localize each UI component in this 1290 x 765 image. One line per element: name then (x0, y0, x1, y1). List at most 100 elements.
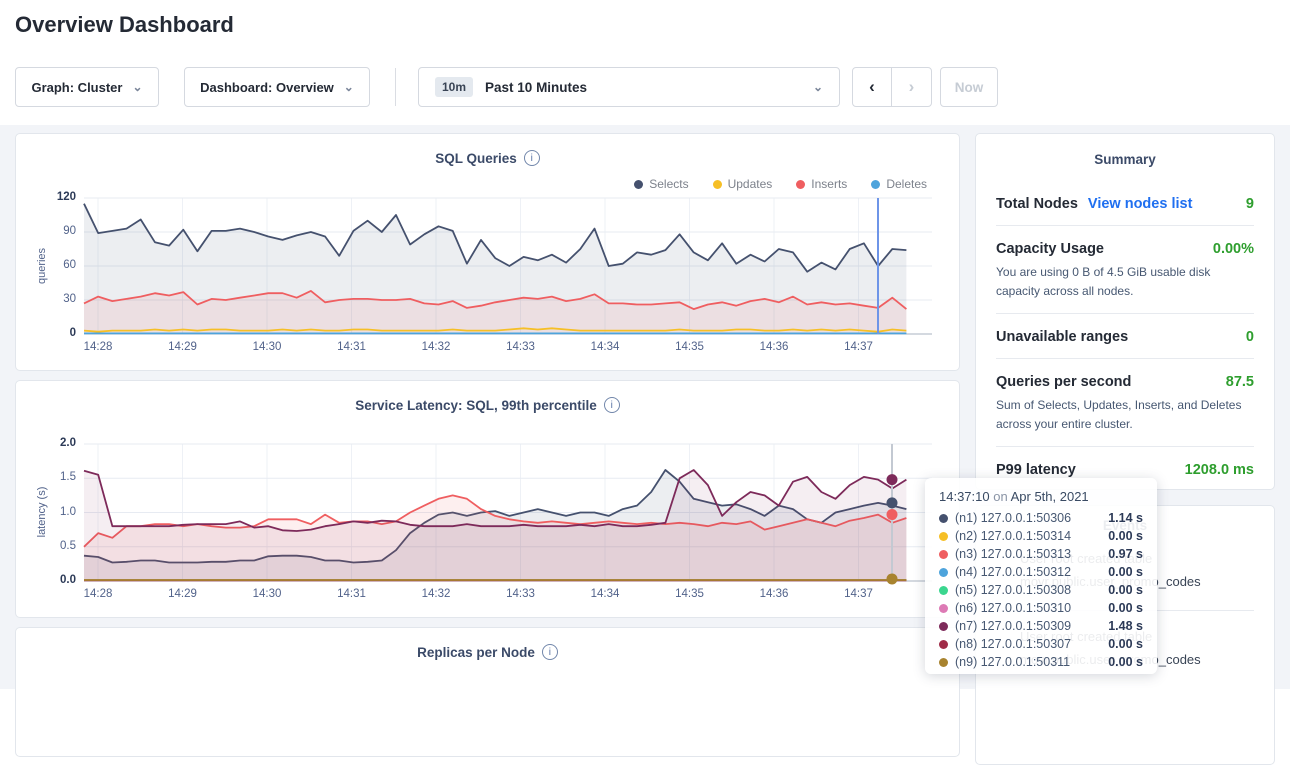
x-axis-tick: 14:36 (759, 341, 789, 353)
unavailable-ranges-label: Unavailable ranges (996, 329, 1129, 346)
node-latency-value: 0.00 s (1108, 529, 1143, 543)
p99-latency-value: 1208.0 ms (1184, 462, 1254, 479)
info-icon[interactable]: i (523, 150, 540, 166)
summary-row-capacity: Capacity Usage 0.00% You are using 0 B o… (996, 226, 1254, 315)
time-step-buttons: ‹ › (852, 67, 932, 107)
node-latency-value: 0.00 s (1108, 655, 1143, 669)
node-dot-icon (939, 603, 948, 613)
x-axis-tick: 14:29 (168, 588, 197, 600)
info-icon[interactable]: i (541, 644, 558, 660)
summary-panel: Summary Total Nodes View nodes list 9 Ca… (975, 133, 1275, 490)
y-axis-tick: 120 (56, 191, 76, 203)
chart-title: Replicas per Node (417, 644, 535, 660)
y-axis-tick: 60 (63, 259, 76, 271)
tooltip-timestamp: 14:37:10 on Apr 5th, 2021 (939, 489, 1089, 504)
service-latency-panel[interactable]: Service Latency: SQL, 99th percentile i … (15, 380, 960, 618)
graph-dropdown-label: Graph: Cluster (31, 79, 123, 95)
deletes-dot-icon (871, 179, 881, 189)
node-dot-icon (939, 549, 948, 559)
legend-label: Deletes (886, 177, 927, 191)
node-latency-value: 0.00 s (1108, 637, 1143, 651)
summary-row-total-nodes: Total Nodes View nodes list 9 (996, 181, 1254, 226)
qps-label: Queries per second (996, 374, 1132, 391)
page-title: Overview Dashboard (15, 12, 234, 37)
node-address: (n2) 127.0.0.1:50314 (955, 529, 1072, 543)
selects-dot-icon (634, 179, 644, 189)
x-axis-tick: 14:30 (252, 341, 282, 353)
p99-latency-label: P99 latency (996, 462, 1076, 479)
chart-title: SQL Queries (435, 150, 517, 166)
x-axis-tick: 14:31 (337, 341, 366, 353)
tooltip-row: (n3) 127.0.0.1:50313 0.97 s (939, 545, 1143, 563)
node-dot-icon (939, 585, 948, 595)
time-back-button[interactable]: ‹ (853, 68, 892, 106)
node-address: (n4) 127.0.0.1:50312 (955, 565, 1072, 579)
unavailable-ranges-value: 0 (1245, 329, 1254, 346)
x-axis-tick: 14:34 (590, 341, 620, 353)
chevron-down-icon: ⌄ (343, 80, 354, 94)
total-nodes-value: 9 (1245, 196, 1254, 212)
dashboard-dropdown[interactable]: Dashboard: Overview ⌄ (184, 67, 370, 107)
y-axis-tick: 90 (63, 225, 76, 237)
tooltip-row: (n8) 127.0.0.1:50307 0.00 s (939, 635, 1143, 653)
tooltip-row: (n2) 127.0.0.1:50314 0.00 s (939, 527, 1143, 545)
chart-plot-area[interactable] (83, 197, 932, 335)
node-address: (n5) 127.0.0.1:50308 (955, 583, 1072, 597)
sql-queries-header: SQL Queries i (16, 150, 959, 166)
chevron-down-icon: ⌄ (812, 80, 823, 94)
graph-dropdown[interactable]: Graph: Cluster ⌄ (15, 67, 159, 107)
tooltip-row: (n4) 127.0.0.1:50312 0.00 s (939, 563, 1143, 581)
node-dot-icon (939, 567, 948, 577)
x-axis-tick: 14:29 (168, 341, 197, 353)
y-axis-tick: 1.5 (60, 471, 76, 484)
tooltip-row: (n9) 127.0.0.1:50311 0.00 s (939, 653, 1143, 671)
chart-title: Service Latency: SQL, 99th percentile (355, 397, 597, 413)
legend-label: Inserts (811, 177, 848, 191)
chart-plot-area[interactable] (83, 443, 932, 585)
y-axis-tick: 0 (69, 327, 76, 339)
node-address: (n1) 127.0.0.1:50306 (955, 511, 1072, 525)
legend-item-inserts[interactable]: Inserts (796, 177, 847, 191)
x-axis-tick: 14:32 (421, 341, 451, 353)
node-address: (n7) 127.0.0.1:50309 (955, 619, 1072, 633)
x-axis-tick: 14:37 (844, 341, 873, 353)
node-address: (n3) 127.0.0.1:50313 (955, 547, 1072, 561)
updates-dot-icon (712, 179, 722, 189)
node-latency-value: 0.97 s (1108, 547, 1143, 561)
legend-item-selects[interactable]: Selects (634, 177, 689, 191)
now-button[interactable]: Now (940, 67, 998, 107)
node-dot-icon (939, 621, 948, 631)
time-forward-button[interactable]: › (908, 77, 915, 96)
sql-queries-panel[interactable]: SQL Queries i Selects Updates Inserts De… (15, 133, 960, 371)
legend-label: Selects (649, 177, 689, 191)
chevron-down-icon: ⌄ (132, 80, 143, 94)
sql-queries-legend: Selects Updates Inserts Deletes (634, 177, 927, 191)
qps-description: Sum of Selects, Updates, Inserts, and De… (996, 398, 1242, 431)
legend-label: Updates (727, 177, 773, 191)
node-latency-value: 1.48 s (1108, 619, 1143, 633)
node-dot-icon (939, 513, 948, 523)
summary-row-p99: P99 latency 1208.0 ms (996, 447, 1254, 491)
y-axis-tick: 0.5 (60, 539, 76, 552)
replicas-per-node-panel[interactable]: Replicas per Node i (15, 627, 960, 757)
chart-hover-tooltip: 14:37:10 on Apr 5th, 2021 (n1) 127.0.0.1… (925, 478, 1157, 674)
y-axis-tick: 30 (63, 293, 76, 305)
node-dot-icon (939, 531, 948, 541)
node-dot-icon (939, 639, 948, 649)
summary-title: Summary (1094, 152, 1156, 167)
x-axis-tick: 14:32 (421, 588, 451, 600)
x-axis-tick: 14:33 (506, 588, 535, 600)
time-range-dropdown[interactable]: 10m Past 10 Minutes ⌄ (418, 67, 840, 107)
legend-item-deletes[interactable]: Deletes (871, 177, 927, 191)
x-axis-tick: 14:28 (83, 341, 113, 353)
node-latency-value: 0.00 s (1108, 565, 1143, 579)
view-nodes-list-link[interactable]: View nodes list (1087, 196, 1193, 212)
node-latency-value: 0.00 s (1108, 583, 1143, 597)
x-axis-tick: 14:34 (590, 588, 620, 600)
legend-item-updates[interactable]: Updates (712, 177, 773, 191)
x-axis-tick: 14:37 (844, 588, 873, 600)
service-latency-header: Service Latency: SQL, 99th percentile i (16, 397, 959, 413)
x-axis-tick: 14:28 (83, 588, 113, 600)
capacity-label: Capacity Usage (996, 241, 1104, 257)
info-icon[interactable]: i (603, 397, 620, 413)
